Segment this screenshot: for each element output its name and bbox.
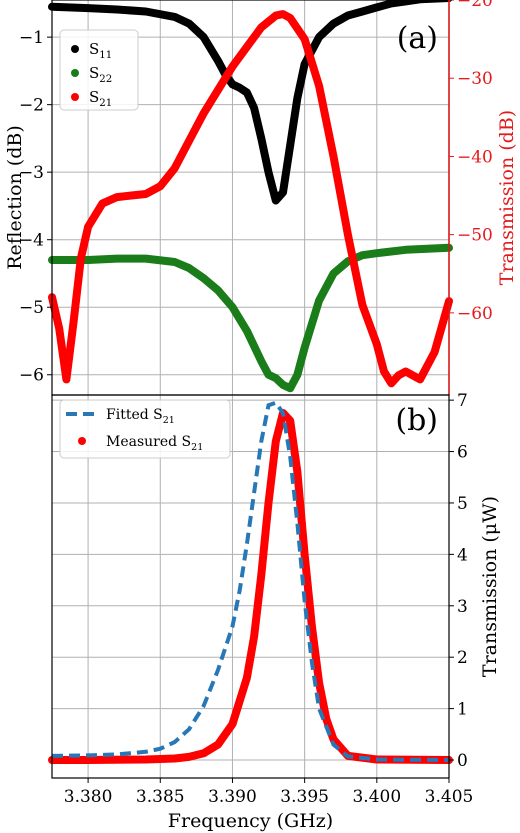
series-s21-line	[48, 10, 453, 388]
x-tick-label: 3.390	[208, 787, 257, 807]
legend-label-s11: S11	[89, 40, 112, 61]
legend-b-box	[59, 399, 231, 459]
series-s22-line	[48, 243, 453, 393]
panel-b-label: (b)	[395, 403, 438, 438]
legend-label-measured-s21: Measured S21	[106, 434, 203, 453]
panel-b: 0 1 2 3 4 5 6 7 3.380 3.385 3.390 3.395 3.400 3.405 Fr…	[48, 391, 501, 832]
series-s11-line	[48, 0, 453, 205]
y-right-tick-label: −60	[457, 304, 493, 324]
y-right-axis-label: Transmission (dB)	[496, 110, 518, 285]
panel-b-frame	[51, 394, 450, 779]
legend-b: Fitted S21 Measured S21	[59, 399, 231, 459]
y-right-tick-label: 5	[457, 494, 468, 514]
y-left-tick-label: −3	[19, 163, 44, 183]
panel-a: −1 −2 −3 −4 −5 −6 −20 −30 −40 −50 −60 Reflection (d…	[4, 0, 518, 396]
x-tick-label: 3.395	[280, 787, 329, 807]
y-left-tick-label: −2	[19, 96, 44, 116]
y-right-tick-label: −30	[457, 69, 493, 89]
y-right-tick-label: −40	[457, 147, 493, 167]
legend-marker-measured-s21	[78, 437, 86, 445]
y-right-tick-label: 2	[457, 648, 468, 668]
x-tick-label: 3.385	[136, 787, 185, 807]
y-right-tick-label: 4	[457, 545, 468, 565]
legend-label-fitted-s21: Fitted S21	[106, 407, 175, 426]
x-tick-label: 3.405	[425, 787, 474, 807]
legend-a: S11 S22 S21	[59, 29, 139, 111]
x-tick-label: 3.400	[352, 787, 401, 807]
legend-label-s21: S21	[89, 88, 112, 109]
y-right-axis-label: Transmission (μW)	[479, 496, 501, 677]
y-left-tick-label: −1	[19, 28, 44, 48]
y-right-tick-label: 6	[457, 443, 468, 463]
series-fitted-s21-line	[51, 400, 450, 762]
y-right-tick-label: 1	[457, 700, 468, 720]
x-axis-label: Frequency (GHz)	[168, 810, 333, 832]
legend-marker-s11	[71, 45, 79, 53]
x-tick-label: 3.380	[64, 787, 113, 807]
y-left-tick-label: −4	[19, 231, 44, 251]
legend-marker-s21	[71, 93, 79, 101]
legend-a-box	[59, 29, 139, 111]
y-right-tick-label: −20	[457, 0, 493, 11]
y-right-tick-label: 3	[457, 597, 468, 617]
y-right-tick-label: 0	[457, 751, 468, 771]
y-left-tick-label: −5	[19, 298, 44, 318]
legend-label-s22: S22	[89, 64, 112, 85]
legend-marker-s22	[71, 69, 79, 77]
y-left-axis-label: Reflection (dB)	[4, 125, 26, 270]
panel-a-label: (a)	[397, 21, 438, 56]
y-right-tick-label: −50	[457, 226, 493, 246]
series-measured-s21-line	[48, 409, 453, 764]
y-right-tick-label: 7	[457, 391, 468, 411]
y-left-tick-label: −6	[19, 366, 44, 386]
